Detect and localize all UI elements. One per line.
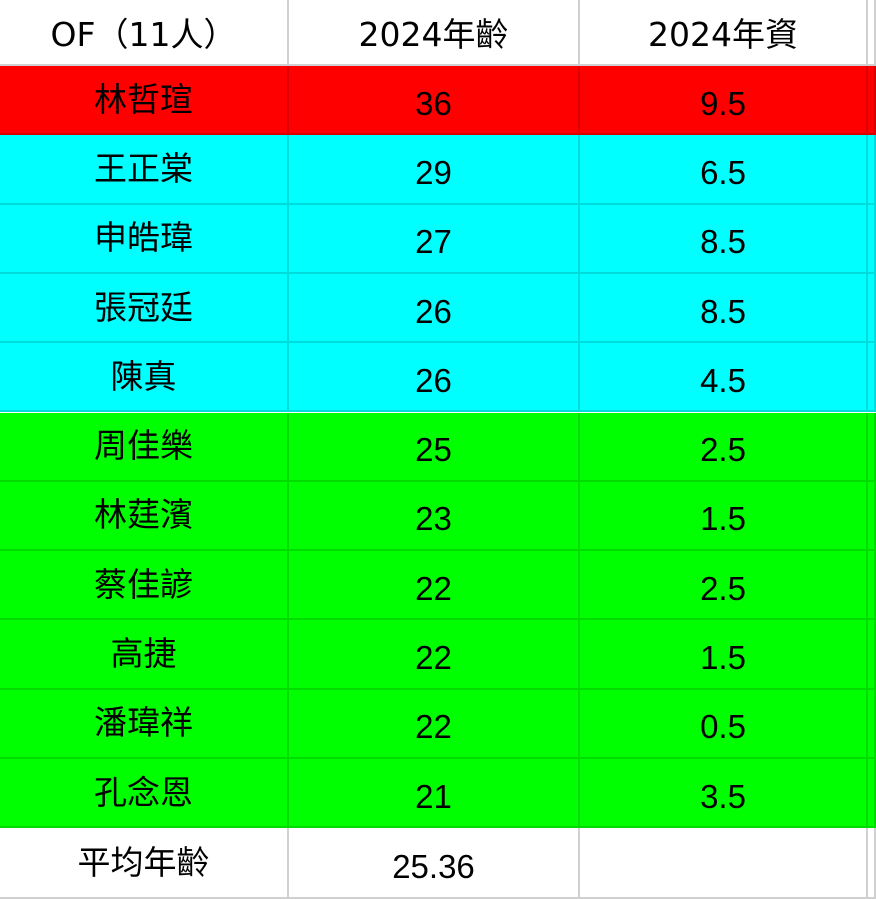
data-cell: 3.5 [580,759,868,829]
data-cell: 22 [289,551,580,621]
header-cell: OF（11人） [0,0,289,66]
data-cell: 0.5 [580,689,868,759]
data-cell: 8.5 [580,204,868,274]
data-cell: 36 [289,66,580,136]
data-cell: 22 [289,689,580,759]
data-cell: 4.5 [580,343,868,413]
player-name: 潘瑋祥 [0,689,289,759]
data-cell: 21 [289,759,580,829]
data-cell: 6.5 [580,135,868,205]
header-cell: 2024年齡 [289,0,580,66]
player-name: 高捷 [0,620,289,690]
data-cell: 8.5 [580,273,868,344]
data-cell [868,273,876,344]
player-name: 蔡佳諺 [0,551,289,621]
player-name: 陳真 [0,343,289,413]
data-cell [868,689,876,759]
player-name: 孔念恩 [0,759,289,829]
data-cell [868,551,876,621]
data-cell: 1.5 [580,620,868,690]
data-cell [868,135,876,205]
data-cell: 22 [289,620,580,690]
data-cell: 26 [289,343,580,413]
player-name: 周佳樂 [0,412,289,482]
header-cell [868,0,876,66]
data-cell: 9.5 [580,66,868,136]
footer-cell: 平均年齡 [0,828,289,899]
data-cell: 23 [289,481,580,552]
footer-cell: 25.36 [289,828,580,899]
data-cell: 27 [289,204,580,274]
data-cell [868,343,876,413]
data-cell: 2.5 [580,412,868,482]
data-cell: 25 [289,412,580,482]
data-cell: 2.5 [580,551,868,621]
player-name: 林哲瑄 [0,66,289,136]
data-cell: 29 [289,135,580,205]
player-name: 申皓瑋 [0,204,289,274]
player-name: 林莛濱 [0,481,289,552]
data-cell: 26 [289,273,580,344]
player-name: 張冠廷 [0,273,289,344]
data-cell [868,759,876,829]
footer-cell [580,828,868,899]
data-cell [868,481,876,552]
data-cell [868,204,876,274]
data-cell [868,412,876,482]
player-name: 王正棠 [0,135,289,205]
data-cell: 1.5 [580,481,868,552]
data-cell [868,66,876,136]
footer-cell [868,828,876,899]
header-cell: 2024年資 [580,0,868,66]
data-cell [868,620,876,690]
